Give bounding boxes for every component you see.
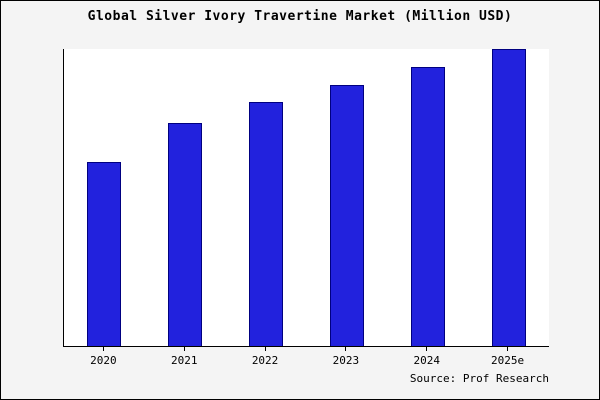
chart-title: Global Silver Ivory Travertine Market (M… [87, 9, 513, 24]
bar-slot [64, 49, 144, 346]
x-tick-label: 2021 [170, 354, 198, 367]
x-label-slot: 2022 [225, 347, 305, 367]
x-label-slot: 2021 [144, 347, 224, 367]
axis-tick [507, 347, 509, 351]
bar-2020 [87, 161, 122, 346]
bar-slot [469, 49, 549, 346]
axis-tick [183, 347, 185, 351]
x-label-slot: 2024 [387, 347, 467, 367]
x-label-slot: 2020 [63, 347, 143, 367]
bar-slot [388, 49, 468, 346]
x-tick-label: 2023 [332, 354, 360, 367]
axis-tick [102, 347, 104, 351]
bar-slot [145, 49, 225, 346]
x-tick-label: 2020 [90, 354, 117, 367]
bar-2025e [491, 49, 526, 346]
source-text: Source: Prof Research [409, 372, 549, 385]
axis-tick [426, 347, 428, 351]
x-label-slot: 2025e [468, 347, 548, 367]
x-axis-labels: 2020 2021 2022 2023 2024 2025e [63, 347, 548, 367]
axis-tick [264, 347, 266, 351]
x-label-slot: 2023 [306, 347, 386, 367]
bar-2021 [168, 123, 203, 346]
bar-2023 [329, 84, 364, 346]
plot-area [63, 49, 549, 347]
bar-slot [307, 49, 387, 346]
bar-2022 [249, 102, 284, 346]
x-tick-label: 2025e [490, 354, 525, 367]
bar-2024 [410, 66, 445, 346]
axis-tick [345, 347, 347, 351]
x-tick-label: 2024 [413, 354, 440, 367]
x-tick-label: 2022 [251, 354, 279, 367]
bar-slot [226, 49, 306, 346]
